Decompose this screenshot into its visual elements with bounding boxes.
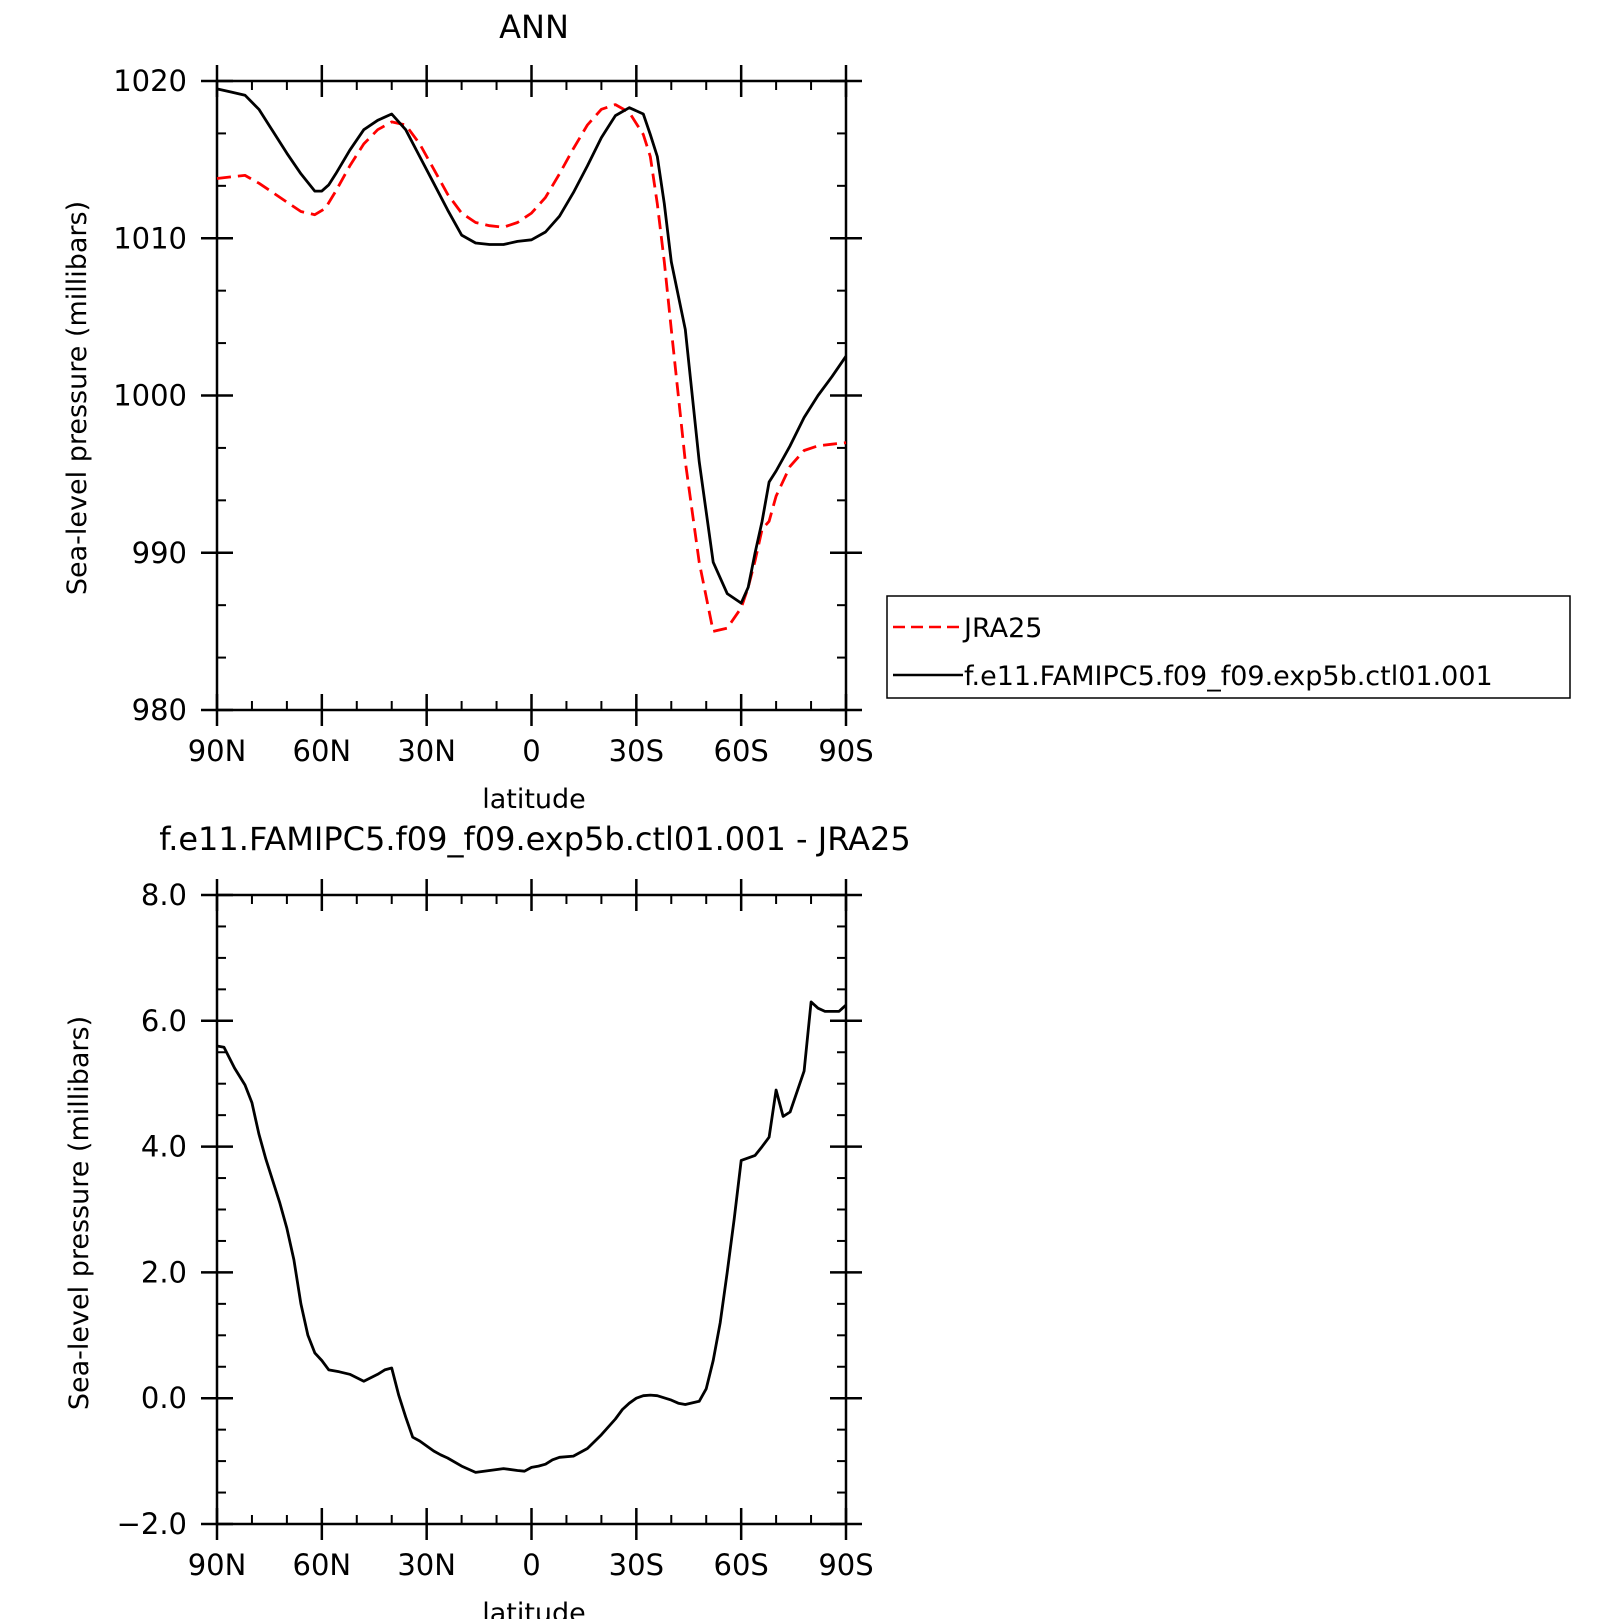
y-tick-label: 0.0 bbox=[141, 1381, 187, 1415]
difference-panel: f.e11.FAMIPC5.f09_f09.exp5b.ctl01.001 - … bbox=[64, 820, 911, 1619]
x-tick-label: 60S bbox=[714, 734, 769, 768]
y-axis-title: Sea-level pressure (millibars) bbox=[62, 201, 93, 595]
legend: JRA25 f.e11.FAMIPC5.f09_f09.exp5b.ctl01.… bbox=[886, 595, 1571, 699]
x-tick-label: 90N bbox=[188, 734, 247, 768]
legend-label-model: f.e11.FAMIPC5.f09_f09.exp5b.ctl01.001 bbox=[964, 661, 1493, 692]
x-tick-label: 60N bbox=[293, 1548, 352, 1582]
plot-area: −2.0 0.0 2.0 4.0 6.0 8.0 90N 60N 30N 0 30S 60S 90S bbox=[117, 878, 874, 1582]
y-tick-label: 4.0 bbox=[141, 1130, 187, 1164]
series-line-jra25 bbox=[216, 103, 847, 633]
chart-title: f.e11.FAMIPC5.f09_f09.exp5b.ctl01.001 - … bbox=[159, 820, 911, 858]
y-tick-label: 1020 bbox=[113, 64, 187, 98]
x-tick-label: 0 bbox=[522, 734, 540, 768]
x-tick-label: 90N bbox=[188, 1548, 247, 1582]
x-tick-label: 90S bbox=[818, 734, 873, 768]
pressure-panel: ANN 980 990 1000 1010 1020 90N 60N 30N 0 30S 60S 90… bbox=[62, 8, 874, 815]
plot-frame bbox=[215, 79, 848, 712]
legend-box bbox=[886, 595, 1571, 699]
x-axis-title: latitude bbox=[482, 784, 586, 815]
y-tick-label: 1010 bbox=[113, 221, 187, 255]
y-axis-title: Sea-level pressure (millibars) bbox=[64, 1016, 95, 1410]
x-tick-label: 30N bbox=[397, 1548, 456, 1582]
plot-area: 980 990 1000 1010 1020 90N 60N 30N 0 30S 60S 90S bbox=[113, 64, 873, 768]
x-tick-label: 0 bbox=[522, 1548, 540, 1582]
y-tick-label: 990 bbox=[132, 536, 187, 570]
y-tick-label: 2.0 bbox=[141, 1255, 187, 1289]
chart-title: ANN bbox=[499, 8, 569, 46]
x-tick-label: 30S bbox=[609, 1548, 664, 1582]
x-tick-label: 60N bbox=[293, 734, 352, 768]
y-tick-label: 1000 bbox=[113, 379, 187, 413]
y-tick-label: 6.0 bbox=[141, 1004, 187, 1038]
series-line-f-e11-famipc5-f09-f09-exp5b-ctl01-001 bbox=[216, 87, 848, 605]
y-tick-label: 8.0 bbox=[141, 878, 187, 912]
x-tick-label: 30N bbox=[397, 734, 456, 768]
x-tick-label: 30S bbox=[609, 734, 664, 768]
legend-label-jra25: JRA25 bbox=[962, 613, 1042, 644]
y-tick-label: 980 bbox=[132, 693, 187, 727]
series-line-difference bbox=[216, 1000, 847, 1474]
x-axis-title: latitude bbox=[482, 1598, 586, 1619]
x-tick-label: 90S bbox=[818, 1548, 873, 1582]
plot-frame bbox=[215, 893, 848, 1526]
y-tick-label: −2.0 bbox=[117, 1507, 187, 1541]
x-tick-label: 60S bbox=[714, 1548, 769, 1582]
